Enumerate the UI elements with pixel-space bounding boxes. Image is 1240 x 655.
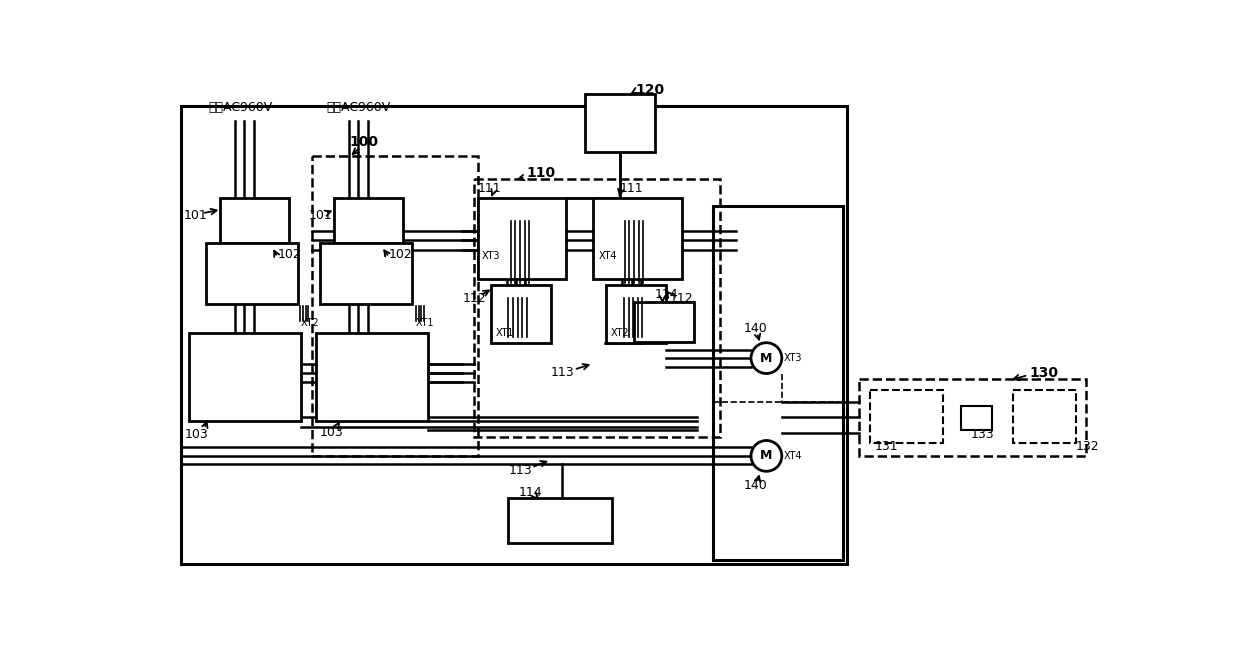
Text: M: M [760, 449, 773, 462]
Text: 140: 140 [743, 479, 768, 492]
Text: 外部AC960V: 外部AC960V [208, 102, 273, 115]
Bar [491, 285, 551, 343]
Text: XT3: XT3 [784, 353, 802, 363]
Text: 103: 103 [185, 428, 208, 441]
Bar [206, 242, 299, 304]
Text: XT2: XT2 [300, 318, 319, 328]
Text: XT4: XT4 [784, 451, 802, 461]
Text: 114: 114 [655, 288, 678, 301]
Text: 111: 111 [477, 182, 501, 195]
Text: 102: 102 [278, 248, 301, 261]
Text: 113: 113 [508, 464, 532, 477]
Text: 140: 140 [743, 322, 768, 335]
Text: 101: 101 [309, 209, 332, 222]
Bar [181, 105, 847, 564]
Text: 120: 120 [635, 83, 665, 97]
Bar [477, 198, 567, 279]
Bar [316, 333, 428, 421]
Text: 111: 111 [620, 182, 644, 195]
Text: 外部AC960V: 外部AC960V [326, 102, 391, 115]
Text: XT2: XT2 [611, 328, 630, 338]
Text: 133: 133 [971, 428, 994, 441]
Bar [508, 498, 613, 543]
Bar [334, 198, 403, 242]
Bar [870, 390, 944, 443]
Text: XT1: XT1 [417, 318, 434, 328]
Bar [219, 198, 289, 242]
Text: 131: 131 [874, 440, 898, 453]
Text: XT4: XT4 [599, 251, 618, 261]
Bar [593, 198, 682, 279]
Text: 102: 102 [389, 248, 413, 261]
Circle shape [751, 343, 781, 373]
Text: XT1: XT1 [495, 328, 513, 338]
Text: 110: 110 [526, 166, 556, 179]
Bar [713, 206, 843, 560]
Bar [474, 179, 720, 437]
Bar [188, 333, 300, 421]
Bar [585, 94, 655, 152]
Bar [634, 302, 694, 342]
Text: 113: 113 [551, 366, 574, 379]
Text: 130: 130 [1029, 365, 1059, 380]
Text: 103: 103 [320, 426, 343, 440]
Bar [961, 406, 992, 430]
Text: XT3: XT3 [481, 251, 500, 261]
Circle shape [751, 441, 781, 472]
Text: 114: 114 [518, 485, 542, 498]
Text: 101: 101 [184, 209, 207, 222]
Text: 132: 132 [1076, 440, 1100, 453]
Text: 112: 112 [463, 292, 486, 305]
Text: 100: 100 [350, 135, 378, 149]
Text: M: M [760, 352, 773, 365]
Bar [606, 285, 666, 343]
Text: 112: 112 [670, 292, 693, 305]
Bar [1013, 390, 1076, 443]
Bar [312, 156, 477, 456]
Bar [859, 379, 1086, 456]
Bar [320, 242, 412, 304]
